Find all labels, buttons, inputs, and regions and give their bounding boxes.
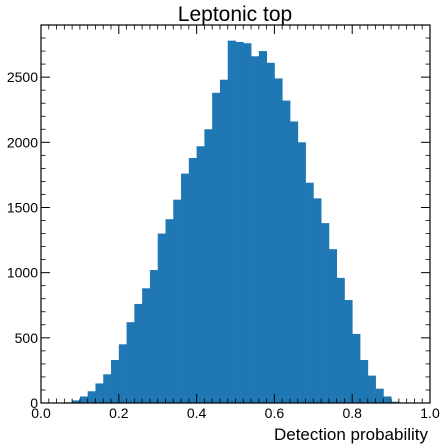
histogram-bar [313, 198, 322, 403]
histogram-bar [367, 375, 376, 403]
histogram-bar [289, 121, 299, 404]
y-tick-label: 500 [15, 330, 39, 346]
histogram-bar [126, 322, 135, 403]
histogram-bar [181, 173, 190, 403]
x-axis: 0.0 0.2 0.4 0.6 0.8 1.0 [31, 25, 440, 421]
x-tick-label: 0.4 [187, 405, 207, 421]
histogram-bar [344, 300, 353, 403]
bars-group [64, 40, 400, 404]
histogram-bar [103, 374, 112, 403]
histogram-bar [258, 51, 268, 403]
histogram-bar [391, 401, 400, 403]
y-tick-label: 2000 [7, 134, 38, 150]
x-tick-label: 1.0 [420, 405, 440, 421]
histogram-bar [196, 146, 205, 403]
histogram-bar [266, 62, 275, 404]
y-axis: 0 500 1000 1500 2000 2500 [7, 37, 430, 411]
chart-title: Leptonic top [178, 3, 292, 26]
x-tick-label: 0.2 [109, 405, 129, 421]
histogram-bar [95, 383, 104, 403]
histogram-bar [336, 277, 345, 403]
histogram-bar [79, 396, 89, 403]
histogram-bar [173, 199, 182, 403]
histogram-bar [149, 270, 159, 403]
histogram-bar [72, 400, 81, 403]
histogram-bar [111, 359, 120, 403]
histogram-bar [134, 303, 143, 403]
histogram-bar [359, 359, 369, 403]
histogram-bar [227, 40, 236, 403]
histogram-bar [328, 249, 338, 403]
histogram-bar [219, 79, 229, 404]
histogram-bar [305, 182, 314, 403]
histogram-bar [142, 288, 151, 403]
histogram-bar [157, 233, 166, 403]
histogram-bar [375, 388, 384, 403]
x-tick-label: 0.0 [31, 405, 51, 421]
histogram-bar [274, 78, 283, 403]
histogram-bar [235, 41, 244, 403]
histogram-bar [204, 129, 213, 403]
histogram-bar [297, 142, 306, 403]
histogram-bar [87, 391, 96, 403]
histogram-bar [282, 100, 291, 403]
histogram-bar [188, 157, 197, 403]
x-tick-label: 0.6 [265, 405, 285, 421]
histogram-bar [321, 223, 330, 403]
histogram-bar [251, 56, 260, 403]
histogram-bar [165, 219, 174, 403]
x-tick-label: 0.8 [342, 405, 362, 421]
histogram-bar [243, 43, 252, 403]
y-tick-label: 1500 [7, 199, 38, 215]
histogram-bar [118, 344, 127, 403]
histogram-bar [352, 333, 361, 403]
y-tick-label: 0 [30, 395, 38, 411]
y-tick-label: 2500 [7, 69, 38, 85]
x-axis-label: Detection probability [274, 425, 429, 444]
y-tick-label: 1000 [7, 265, 38, 281]
histogram-bar [383, 396, 392, 403]
histogram-bar [212, 92, 221, 403]
